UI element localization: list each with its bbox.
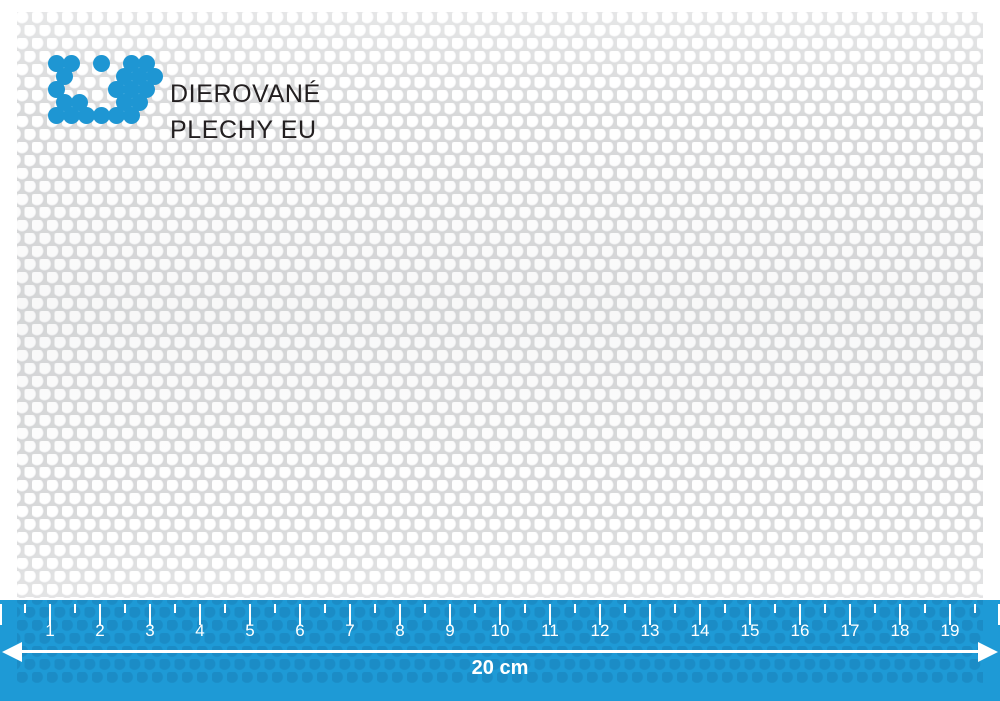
logo-dot bbox=[55, 94, 73, 111]
ruler-tick-label: 6 bbox=[295, 621, 305, 640]
logo-dot bbox=[130, 68, 148, 85]
logo-dot bbox=[48, 81, 65, 98]
ruler-tick-label: 11 bbox=[541, 621, 559, 640]
logo-dot bbox=[93, 107, 110, 124]
ruler-major-tick bbox=[199, 604, 201, 625]
ruler-minor-tick bbox=[674, 604, 676, 613]
ruler-tick-label: 8 bbox=[395, 621, 405, 640]
ruler-tick-label: 4 bbox=[195, 621, 205, 640]
logo-dot bbox=[115, 94, 133, 111]
ruler-minor-tick bbox=[624, 604, 626, 613]
ruler-tick-label: 19 bbox=[940, 621, 960, 640]
total-length-label: 20 cm bbox=[471, 657, 529, 679]
dimension-arrow-line bbox=[8, 650, 992, 653]
ruler-major-tick bbox=[899, 604, 901, 625]
ruler-major-tick bbox=[649, 604, 651, 625]
ruler-major-tick bbox=[249, 604, 251, 625]
ruler-tick-label: 9 bbox=[445, 621, 455, 640]
ruler-minor-tick bbox=[224, 604, 226, 613]
logo-dot bbox=[130, 94, 148, 111]
ruler-major-tick bbox=[349, 604, 351, 625]
ruler-tick-label: 16 bbox=[790, 621, 810, 640]
ruler-major-tick bbox=[749, 604, 751, 625]
ruler-minor-tick bbox=[474, 604, 476, 613]
logo-line-1: DIEROVANÉ bbox=[170, 80, 321, 108]
ruler-major-tick bbox=[849, 604, 851, 625]
ruler-minor-tick bbox=[924, 604, 926, 613]
logo-dot bbox=[115, 68, 133, 85]
ruler-major-tick bbox=[0, 604, 2, 625]
ruler-minor-tick bbox=[324, 604, 326, 613]
ruler-major-tick bbox=[699, 604, 701, 625]
ruler-minor-tick bbox=[574, 604, 576, 613]
ruler-minor-tick bbox=[974, 604, 976, 613]
ruler-tick-label: 13 bbox=[640, 621, 660, 640]
logo-dot-mark bbox=[48, 55, 163, 140]
logo-dot bbox=[145, 68, 163, 85]
logo-wordmark: DIEROVANÉ PLECHY EU bbox=[170, 76, 321, 148]
ruler-minor-tick bbox=[274, 604, 276, 613]
logo-line-2: PLECHY EU bbox=[170, 116, 317, 144]
logo-dot bbox=[48, 55, 65, 72]
ruler-minor-tick bbox=[774, 604, 776, 613]
arrow-left-icon bbox=[2, 642, 22, 662]
ruler-major-tick bbox=[599, 604, 601, 625]
ruler-minor-tick bbox=[124, 604, 126, 613]
ruler-minor-tick bbox=[424, 604, 426, 613]
logo-dot bbox=[138, 81, 155, 98]
ruler-tick-label: 7 bbox=[345, 621, 355, 640]
logo-dot bbox=[55, 68, 73, 85]
ruler-tick-label: 17 bbox=[840, 621, 860, 640]
logo-dot bbox=[108, 107, 125, 124]
ruler-tick-label: 3 bbox=[145, 621, 155, 640]
ruler-major-tick bbox=[799, 604, 801, 625]
ruler-minor-tick bbox=[74, 604, 76, 613]
ruler-major-tick bbox=[49, 604, 51, 625]
ruler-tick-label: 12 bbox=[590, 621, 610, 640]
ruler-major-tick bbox=[149, 604, 151, 625]
ruler-major-tick bbox=[99, 604, 101, 625]
ruler-minor-tick bbox=[24, 604, 26, 613]
ruler-major-tick bbox=[449, 604, 451, 625]
arrow-right-icon bbox=[978, 642, 998, 662]
logo-dot bbox=[70, 94, 88, 111]
scale-ruler: 1 2 3 4 5 6 7 8 9 10 11 12 13 14 15 16 17 18 19 20 cm bbox=[0, 600, 1000, 701]
ruler-minor-tick bbox=[724, 604, 726, 613]
logo-dot bbox=[123, 81, 140, 98]
ruler-tick-label: 18 bbox=[890, 621, 910, 640]
ruler-major-tick bbox=[499, 604, 501, 625]
ruler-major-tick bbox=[299, 604, 301, 625]
logo-dot bbox=[108, 81, 125, 98]
logo-dot bbox=[63, 55, 80, 72]
ruler-tick-label: 2 bbox=[95, 621, 105, 640]
ruler-major-tick bbox=[399, 604, 401, 625]
ruler-tick-label: 14 bbox=[690, 621, 710, 640]
ruler-major-tick bbox=[549, 604, 551, 625]
ruler-tick-label: 5 bbox=[245, 621, 255, 640]
ruler-minor-tick bbox=[374, 604, 376, 613]
logo-dot bbox=[63, 107, 80, 124]
brand-logo: DIEROVANÉ PLECHY EU bbox=[48, 55, 320, 144]
ruler-tick-label: 1 bbox=[45, 621, 55, 640]
logo-dot bbox=[123, 55, 140, 72]
logo-dot bbox=[78, 107, 95, 124]
logo-dot bbox=[138, 55, 155, 72]
logo-dot bbox=[123, 107, 140, 124]
logo-dot bbox=[93, 55, 110, 72]
logo-dot bbox=[48, 107, 65, 124]
ruler-minor-tick bbox=[874, 604, 876, 613]
ruler-tick-label: 10 bbox=[490, 621, 510, 640]
ruler-major-tick bbox=[998, 604, 1000, 625]
ruler-minor-tick bbox=[174, 604, 176, 613]
ruler-minor-tick bbox=[824, 604, 826, 613]
ruler-tick-label: 15 bbox=[740, 621, 760, 640]
ruler-minor-tick bbox=[524, 604, 526, 613]
ruler-major-tick bbox=[949, 604, 951, 625]
